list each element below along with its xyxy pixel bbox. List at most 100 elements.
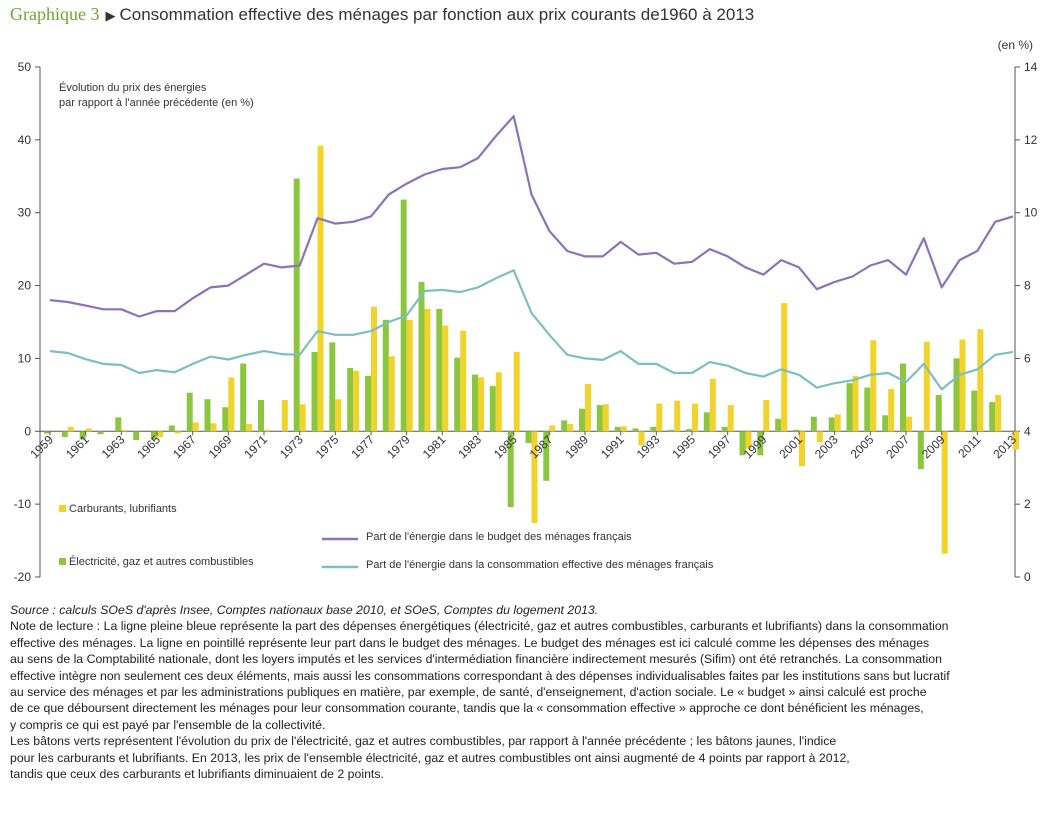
right-axis-tick-label: 6: [1024, 351, 1031, 365]
note-line: effective intègre non seulement ces deux…: [10, 668, 950, 683]
left-axis-tick-label: 30: [18, 206, 32, 220]
bar-electricite: [543, 431, 550, 481]
figure-title-text: Consommation effective des ménages par f…: [119, 5, 755, 24]
bar-carburants: [1013, 431, 1019, 450]
x-axis-tick-label: 1959: [27, 432, 56, 461]
bar-electricite: [204, 399, 211, 432]
left-axis-tick-label: 50: [18, 60, 32, 74]
bar-electricite: [953, 358, 960, 432]
note-line: y compris ce qui est payé par l'ensemble…: [10, 717, 326, 732]
bar-carburants: [602, 404, 609, 432]
legend: Carburants, lubrifiants Électricité, gaz…: [59, 503, 714, 571]
bar-electricite: [168, 425, 175, 432]
bar-carburants: [442, 325, 449, 432]
bar-carburants: [460, 330, 467, 432]
bar-carburants: [388, 356, 395, 432]
x-axis-tick-label: 2007: [883, 432, 912, 461]
bar-electricite: [525, 431, 532, 443]
bar-electricite: [436, 308, 443, 432]
bar-electricite: [507, 431, 514, 508]
bar-carburants: [157, 431, 163, 438]
figure-label: Graphique 3: [10, 4, 100, 24]
bar-electricite: [61, 431, 68, 438]
bar-carburants: [692, 403, 698, 432]
bar-electricite: [721, 426, 728, 432]
bar-carburants: [246, 424, 253, 432]
x-axis: 1959 1961 1963 1965 1967 1969 1971 1973 1975 1977…: [27, 431, 1019, 461]
bar-carburants: [888, 389, 895, 432]
bar-electricite: [650, 426, 657, 432]
x-axis-tick-label: 2011: [955, 432, 983, 460]
bar-electricite: [240, 363, 247, 432]
bar-electricite: [917, 431, 924, 470]
x-axis-tick-label: 1973: [277, 432, 306, 461]
line-series: [49, 115, 1014, 391]
note-line: tandis que ceux des carburants et lubrif…: [10, 767, 384, 782]
note-line: effective des ménages. La ligne en point…: [10, 635, 930, 650]
bar-carburants: [745, 431, 752, 449]
bar-electricite: [489, 386, 496, 432]
legend-label-carburants: Carburants, lubrifiants: [69, 503, 177, 515]
bar-carburants: [959, 339, 966, 432]
bar-electricite: [418, 281, 425, 432]
bar-carburants: [816, 431, 823, 443]
bar-electricite: [347, 367, 354, 432]
bar-electricite: [810, 416, 817, 432]
bar-carburants: [371, 306, 377, 432]
plot-frame: [39, 67, 1016, 577]
bar-carburants: [674, 400, 681, 432]
bar-carburants: [709, 378, 716, 432]
x-axis-tick-label: 1983: [455, 432, 484, 461]
right-axis-tick-label: 10: [1024, 206, 1038, 220]
right-axis-tick-label: 0: [1024, 570, 1031, 584]
x-axis-tick-label: 1969: [206, 432, 235, 461]
legend-label-electricite: Électricité, gaz et autres combustibles: [69, 555, 254, 568]
bar-carburants: [228, 377, 235, 432]
x-axis-tick-label: 1985: [491, 432, 520, 461]
x-axis-tick-label: 1967: [170, 432, 199, 461]
bar-carburants: [121, 429, 128, 432]
left-axis-tick-label: -20: [14, 570, 32, 584]
bar-electricite: [632, 428, 639, 432]
bar-electricite: [614, 426, 621, 432]
left-axis-tick-label: 20: [18, 279, 32, 293]
right-axis: 14 12 10 8 6 4 2 0: [1015, 60, 1038, 584]
note-line: pour les carburants et lubrifiants. En 2…: [10, 750, 850, 765]
bar-electricite: [775, 418, 782, 432]
bar-electricite: [882, 415, 889, 432]
bar-carburants: [478, 377, 484, 432]
bar-carburants: [727, 405, 734, 432]
bar-electricite: [329, 342, 336, 432]
note-line: Les bâtons verts représentent l'évolutio…: [10, 734, 837, 749]
x-axis-tick-label: 1995: [669, 432, 698, 461]
note-line: de ce que déboursent directement les mén…: [10, 701, 924, 716]
bar-electricite: [151, 431, 157, 440]
x-axis-tick-label: 1993: [634, 432, 663, 461]
x-axis-tick-label: 1991: [598, 432, 627, 461]
bar-carburants: [192, 422, 199, 432]
bar-electricite: [703, 412, 710, 432]
bar-carburants: [656, 403, 663, 432]
bar-carburants: [781, 303, 788, 432]
bar-electricite: [561, 420, 568, 432]
bar-carburants: [941, 431, 948, 554]
bar-electricite: [258, 400, 264, 432]
x-axis-tick-label: 2003: [812, 432, 841, 461]
x-axis-tick-label: 1981: [420, 432, 449, 461]
bar-carburants: [638, 431, 645, 446]
bar-carburants: [67, 426, 74, 432]
bar-electricite: [454, 357, 461, 432]
bar-electricite: [757, 431, 764, 456]
bar-electricite: [989, 402, 996, 432]
bar-electricite: [900, 363, 906, 432]
line-budget: [49, 115, 1014, 318]
bar-electricite: [44, 431, 50, 434]
bar-carburants: [85, 428, 92, 432]
right-axis-tick-label: 14: [1024, 60, 1038, 74]
source-note: Source : calculs SOeS d'après Insee, Com…: [10, 603, 599, 617]
bar-carburants: [424, 308, 431, 432]
note-line: Note de lecture : La ligne pleine bleue …: [10, 619, 949, 634]
bar-electricite: [222, 407, 229, 432]
legend-swatch-electricite: [59, 558, 66, 565]
right-axis-tick-label: 2: [1024, 497, 1031, 511]
